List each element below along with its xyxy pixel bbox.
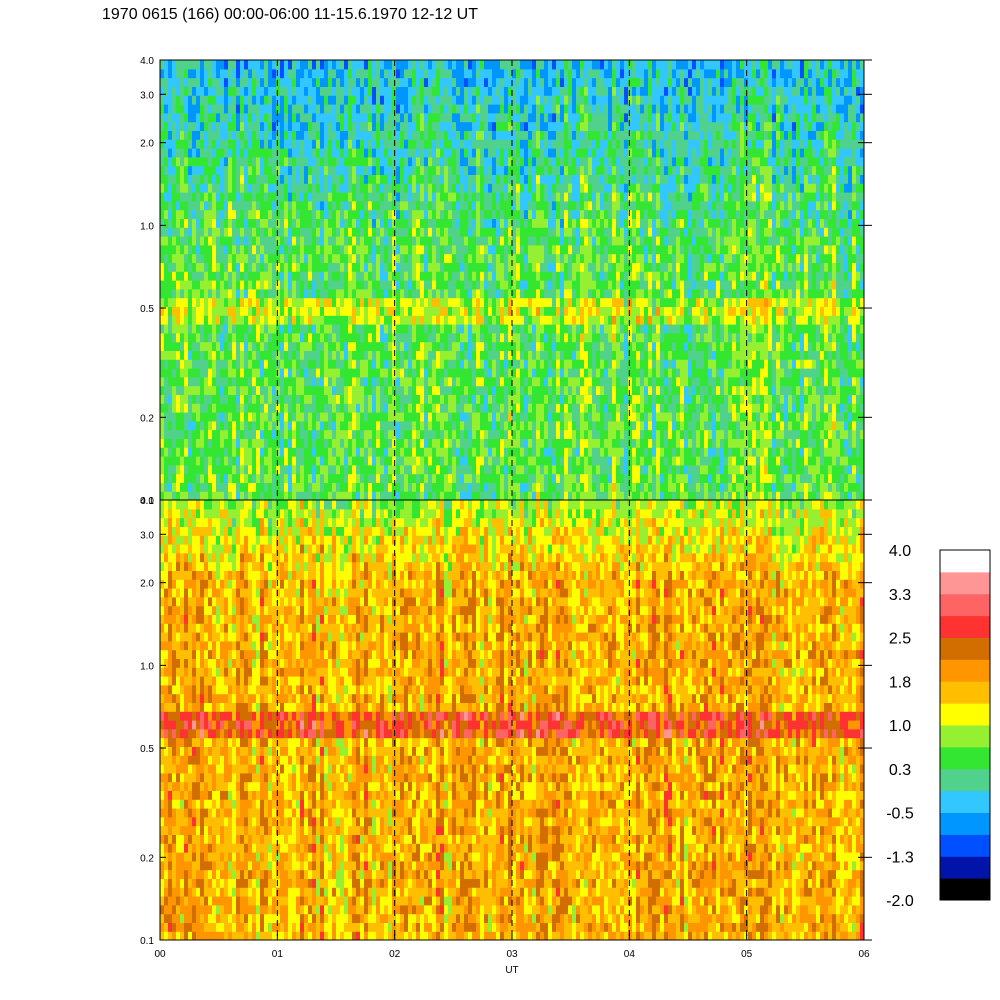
colorbar-swatch [940,571,990,595]
x-tick-label: 03 [506,949,518,960]
colorbar-label: 1.0 [889,718,911,735]
colorbar-swatch [940,834,990,857]
colorbar-swatch [940,725,990,748]
colorbar-swatch [940,593,990,617]
colorbar-label: -2.0 [886,893,914,910]
chart-title: 1970 0615 (166) 00:00-06:00 11-15.6.1970… [102,6,478,23]
colorbar-label: -1.3 [886,849,914,866]
x-tick-label: 04 [624,949,636,960]
x-tick-label: 06 [858,949,870,960]
colorbar-swatch [940,746,990,770]
y-tick-label: 0.2 [140,413,154,424]
y-tick-label: 2.0 [140,579,154,590]
colorbar-label: 3.3 [889,587,911,604]
colorbar-swatch [940,856,990,879]
y-tick-label: 0.5 [140,744,154,755]
colorbar-label: 4.0 [889,543,911,560]
x-tick-label: 05 [741,949,753,960]
colorbar-swatch [940,681,990,704]
colorbar-swatch [940,790,990,814]
y-tick-label: 2.0 [140,139,154,150]
x-tick-label: 02 [389,949,401,960]
y-tick-label: 3.0 [140,90,154,101]
colorbar-label: -0.5 [886,806,914,823]
lower-spectrogram-panel [160,500,864,940]
colorbar-swatch [940,615,990,639]
colorbar-swatch [940,812,990,835]
y-tick-label: 4.0 [140,56,154,67]
colorbar-swatch [940,659,990,682]
axes-overlay: 0.10.20.51.02.03.04.00.10.20.51.02.03.04… [140,56,872,976]
colorbar-label: 0.3 [889,762,911,779]
x-tick-label: 01 [272,949,284,960]
colorbar-label: 2.5 [889,631,911,648]
colorbar-label: 1.8 [889,674,911,691]
y-tick-label: 1.0 [140,221,154,232]
y-tick-label: 0.1 [140,936,154,947]
y-tick-label: 0.2 [140,853,154,864]
colorbar: 4.0 3.3 2.5 1.8 1.0 0.3 -0.5 -1.3 -2.0 [886,543,991,910]
x-axis-label: UT [505,965,518,976]
y-tick-label: 0.5 [140,304,154,315]
y-tick-label: 1.0 [140,661,154,672]
x-tick-label: 00 [154,949,166,960]
y-tick-label: 0.1 [140,496,154,507]
upper-spectrogram-panel [160,60,864,500]
colorbar-swatch [940,878,990,901]
colorbar-swatch [940,637,990,660]
colorbar-swatch [940,550,990,573]
colorbar-swatch [940,703,990,726]
y-tick-label: 4.0 [140,496,154,507]
colorbar-swatch [940,768,990,792]
y-tick-label: 3.0 [140,530,154,541]
